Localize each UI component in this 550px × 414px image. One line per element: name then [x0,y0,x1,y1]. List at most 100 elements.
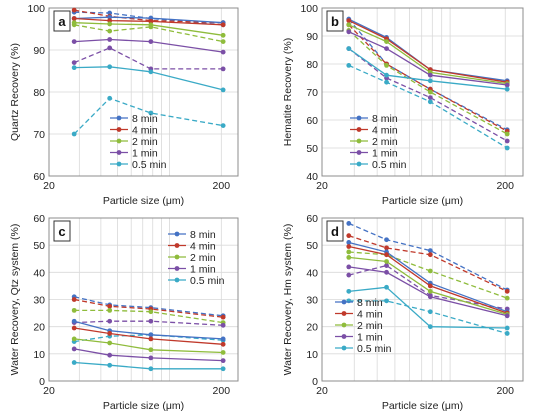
y-tick-label: 60 [33,213,45,225]
y-tick-label: 50 [306,240,318,252]
data-point [107,14,113,20]
data-point [384,79,389,85]
solid-series-line [348,31,508,86]
data-point [384,298,389,304]
dashed-series-line [74,309,224,324]
y-tick-label: 80 [306,59,318,71]
data-point [107,331,113,336]
y-tick-label: 40 [306,171,318,183]
data-point [220,358,226,364]
data-point [384,237,389,243]
data-point [107,352,113,358]
legend-label: 0.5 min [132,159,167,171]
legend-label: 2 min [190,252,216,264]
data-point [220,336,226,342]
data-point [346,240,352,245]
legend-label: 4 min [357,309,383,321]
solid-series-line [348,24,508,85]
data-point [107,362,113,368]
dashed-series-line [348,64,508,149]
legend-marker [341,345,347,351]
data-point [220,39,226,44]
data-point [220,341,226,347]
solid-series-line [348,241,508,313]
legend-marker [174,231,180,237]
data-point [427,248,433,254]
data-point [220,366,226,372]
legend-marker [356,150,362,155]
legend-label: 8 min [357,297,383,309]
data-point [107,45,113,51]
legend-label: 2 min [357,320,383,332]
legend-marker [116,115,122,121]
legend-label: 2 min [372,136,398,148]
legend-label: 4 min [190,241,216,253]
data-point [427,95,433,100]
data-point [427,78,433,84]
x-tick-label: 20 [43,385,55,397]
data-point [504,138,510,144]
data-point [71,360,77,365]
data-point [148,347,154,353]
data-point [107,21,113,27]
legend-marker [174,277,180,283]
data-point [504,86,510,92]
x-tick-label: 20 [316,385,328,397]
legend-label: 1 min [190,264,216,276]
dashed-series-line [348,251,508,299]
data-point [220,314,226,320]
data-point [427,89,433,95]
data-point [71,307,77,313]
dashed-series-line [73,47,224,70]
y-tick-label: 40 [306,267,318,279]
plot-frame [48,217,239,382]
panel-c: 0 10 20 30 40 50 60 20 200 Particle size (μm) Wate… [9,213,239,412]
data-point [346,249,352,255]
panel-label-box [326,10,344,32]
solid-series-line [348,245,508,314]
solid-series-line [74,16,224,24]
data-point [220,123,226,128]
data-point [220,49,226,55]
data-point [384,284,389,290]
data-point [107,64,113,70]
data-point [107,37,113,42]
legend-marker [174,243,180,248]
data-point [427,294,433,300]
data-point [220,322,226,328]
dashed-series-line [74,334,224,343]
dashed-series-line [348,264,508,310]
data-point [427,99,433,105]
legend-label: 8 min [190,229,216,241]
data-point [107,340,113,346]
solid-series-line [348,256,508,316]
legend-marker [356,138,362,144]
panel-label-box [53,10,71,32]
solid-series-line [74,320,224,340]
y-axis-label: Hematite Recovery (%) [282,38,294,147]
y-tick-label: 10 [33,349,45,361]
data-point [384,259,389,264]
panel-label-box [53,220,71,242]
solid-series-line [74,38,224,53]
data-point [346,272,352,278]
panel-a: 60 70 80 90 100 20 200 Particle size (μm) Quartz… [9,3,239,207]
dashed-series-line [348,222,508,291]
y-tick-label: 20 [306,322,318,334]
plot-frame [321,7,524,177]
data-point [71,318,77,324]
legend-marker [341,311,347,316]
panel-label: d [331,224,339,239]
data-point [71,16,77,21]
data-point [71,297,77,302]
data-point [220,32,226,38]
data-point [384,63,389,68]
solid-series-line [74,22,224,36]
legend-marker [341,299,347,305]
y-axis-label: Water Recovery, Qtz system (%) [9,224,21,376]
data-point [346,22,352,28]
x-axis-label: Particle size (μm) [103,400,184,412]
